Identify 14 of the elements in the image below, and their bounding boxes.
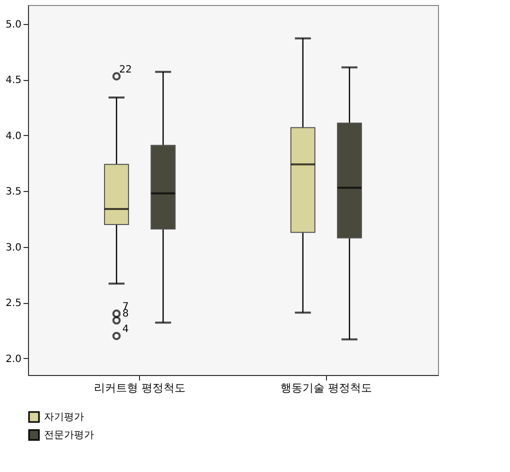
x-tick-label: 리커트형 평정척도 xyxy=(94,382,186,394)
y-tick-label: 3.5 xyxy=(6,186,22,198)
legend-label: 전문가평가 xyxy=(44,430,94,441)
y-tick-label: 5.0 xyxy=(6,19,22,30)
y-tick-label: 2.0 xyxy=(6,354,22,365)
y-tick-label: 2.5 xyxy=(6,298,22,310)
annotation: 8 xyxy=(122,308,129,320)
annotation: 22 xyxy=(119,64,132,76)
y-tick-label: 4.0 xyxy=(6,130,22,142)
annotation: 4 xyxy=(122,324,129,335)
y-tick-label: 3.0 xyxy=(6,242,22,254)
y-tick-label: 4.5 xyxy=(6,75,22,86)
legend-label: 자기평가 xyxy=(44,412,84,423)
x-tick-label: 행동기술 평정척도 xyxy=(280,382,372,394)
